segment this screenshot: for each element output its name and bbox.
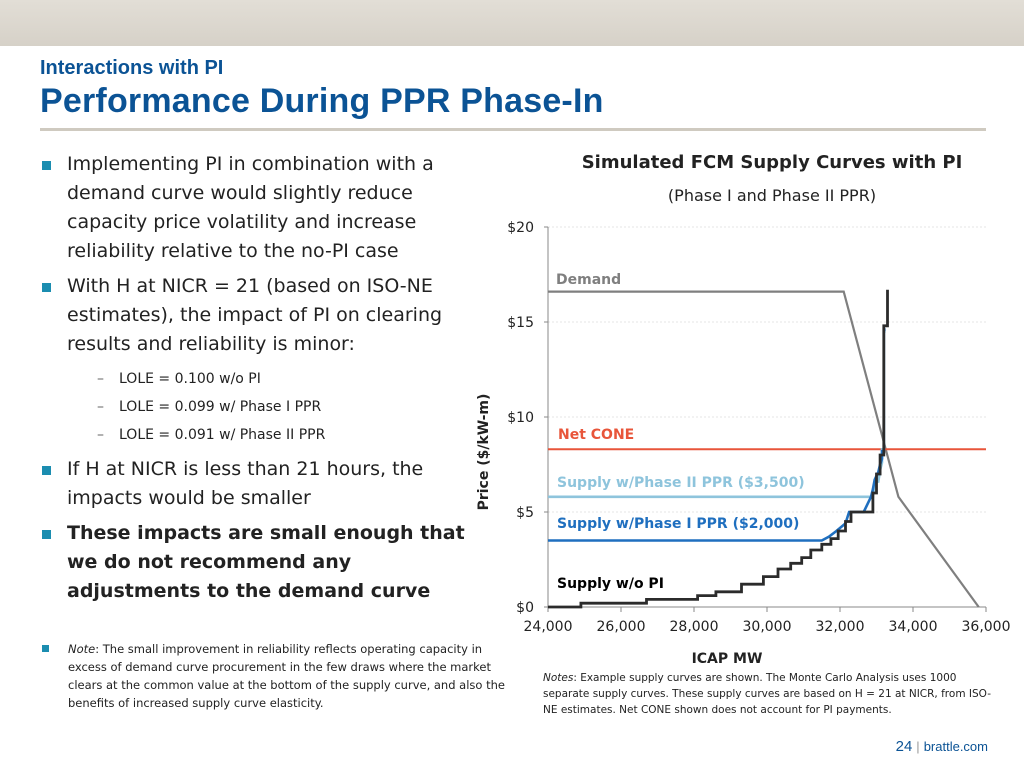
x-tick-label: 36,000 [962, 619, 1011, 635]
title-divider [40, 128, 986, 131]
dash-icon: – [97, 371, 104, 387]
x-tick-label: 30,000 [743, 619, 792, 635]
label-layer: $0 $5 $10 $15 $20 24,000 26,000 28,000 30,000 32,… [476, 220, 1011, 667]
bullet-text: With H at NICR = 21 (based on ISO-NE est… [67, 275, 443, 355]
supply-no-pi-label: Supply w/o PI [557, 576, 664, 592]
supply-phase1-label: Supply w/Phase I PPR ($2,000) [557, 516, 799, 532]
bullet-text: These impacts are small enough that we d… [67, 522, 465, 602]
footnote: Note: The small improvement in reliabili… [40, 640, 518, 712]
footnote-label: Note [68, 642, 96, 656]
bullet-square-icon [42, 645, 49, 652]
sub-bullet-text: LOLE = 0.099 w/ Phase I PPR [119, 399, 322, 415]
bullet-text: Implementing PI in combination with a de… [67, 153, 434, 262]
bullet-square-icon [42, 530, 51, 539]
slide-kicker: Interactions with PI [40, 57, 224, 79]
x-tick-label: 26,000 [597, 619, 646, 635]
supply-no-pi-line [548, 289, 889, 609]
chart-notes-text: : Example supply curves are shown. The M… [543, 672, 991, 716]
footnote-text: : The small improvement in reliability r… [68, 642, 505, 710]
x-tick-label: 28,000 [670, 619, 719, 635]
demand-curve-line [548, 290, 980, 608]
chart-title: Simulated FCM Supply Curves with PI [581, 152, 963, 173]
y-axis-title: Price ($/kW-m) [476, 394, 492, 511]
bullet-text: If H at NICR is less than 21 hours, the … [67, 458, 424, 509]
chart-notes-label: Notes [543, 672, 574, 684]
supply-phase2-label: Supply w/Phase II PPR ($3,500) [557, 475, 805, 491]
axis-layer [544, 226, 987, 612]
y-tick-label: $5 [516, 505, 534, 521]
chart-subtitle: (Phase I and Phase II PPR) [667, 186, 877, 205]
y-tick-label: $10 [507, 410, 534, 426]
net-cone-label: Net CONE [558, 427, 634, 443]
bullet-item-emphasis: These impacts are small enough that we d… [40, 519, 485, 606]
y-tick-label: $20 [507, 220, 534, 236]
bullet-list: Implementing PI in combination with a de… [40, 150, 485, 612]
x-tick-label: 34,000 [889, 619, 938, 635]
bullet-item: If H at NICR is less than 21 hours, the … [40, 455, 485, 513]
sub-bullet-text: LOLE = 0.091 w/ Phase II PPR [119, 427, 326, 443]
dash-icon: – [97, 399, 104, 415]
footer: 24 | brattle.com [896, 738, 988, 755]
sub-bullet-item: – LOLE = 0.091 w/ Phase II PPR [40, 421, 485, 449]
x-tick-label: 24,000 [524, 619, 573, 635]
series-layer [548, 289, 986, 609]
sub-bullet-text: LOLE = 0.100 w/o PI [119, 371, 261, 387]
bullet-square-icon [42, 283, 51, 292]
bullet-item: Implementing PI in combination with a de… [40, 150, 485, 266]
bullet-item: With H at NICR = 21 (based on ISO-NE est… [40, 272, 485, 359]
y-tick-label: $15 [507, 315, 534, 331]
footer-divider: | [916, 739, 920, 754]
page-number: 24 [895, 738, 913, 755]
sub-bullet-list: – LOLE = 0.100 w/o PI – LOLE = 0.099 w/ … [40, 365, 485, 449]
x-axis-title: ICAP MW [692, 651, 763, 667]
chart-notes: Notes: Example supply curves are shown. … [543, 670, 1003, 718]
dash-icon: – [97, 427, 104, 443]
demand-label: Demand [556, 272, 621, 288]
sub-bullet-item: – LOLE = 0.100 w/o PI [40, 365, 485, 393]
x-tick-label: 32,000 [816, 619, 865, 635]
y-tick-label: $0 [516, 600, 534, 616]
sub-bullet-item: – LOLE = 0.099 w/ Phase I PPR [40, 393, 485, 421]
top-band [0, 0, 1024, 46]
supply-phase2-line [548, 330, 886, 499]
bullet-square-icon [42, 161, 51, 170]
footer-site[interactable]: brattle.com [923, 739, 988, 754]
bullet-square-icon [42, 466, 51, 475]
slide-title: Performance During PPR Phase-In [40, 82, 604, 120]
